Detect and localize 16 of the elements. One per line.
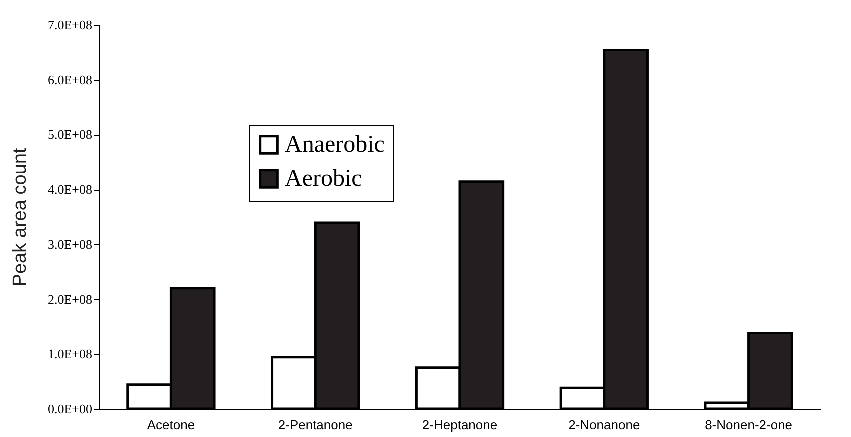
y-tick-label: 0.0E+00 — [48, 402, 92, 416]
y-tick-label: 1.0E+08 — [48, 346, 92, 362]
y-tick-label: 5.0E+08 — [48, 127, 92, 142]
y-tick-label: 3.0E+08 — [48, 236, 92, 252]
y-tick-label: 7.0E+08 — [48, 18, 92, 32]
legend-label: Aerobic — [285, 166, 362, 192]
x-tick-label: Acetone — [147, 418, 196, 432]
y-tick-label: 4.0E+08 — [48, 182, 92, 198]
x-tick-label: 2-Heptanone — [422, 418, 498, 432]
x-tick-label: 8-Nonen-2-one — [705, 418, 793, 432]
y-tick-label: 6.0E+08 — [48, 72, 92, 88]
y-axis-title: Peak area count — [10, 148, 31, 287]
x-tick-label: 2-Nonanone — [568, 418, 640, 432]
legend-label: Anaerobic — [285, 132, 385, 158]
y-tick-label: 2.0E+08 — [48, 292, 92, 307]
x-tick-label: 2-Pentanone — [278, 418, 353, 432]
